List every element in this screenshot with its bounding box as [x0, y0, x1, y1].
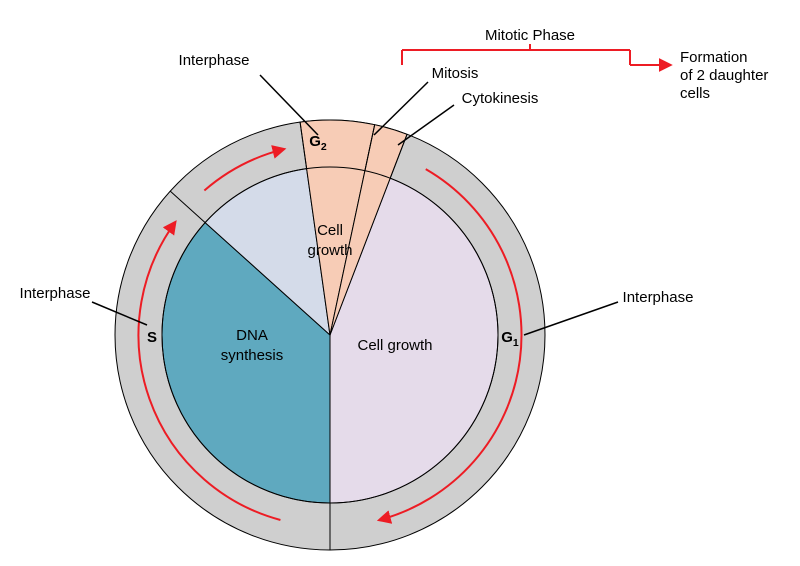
inner-label-s: DNA [236, 327, 268, 344]
callout-line-cytokinesis [398, 105, 454, 145]
mitotic-phase-label: Mitotic Phase [485, 27, 575, 44]
callout-text-interphase-s: Interphase [20, 285, 91, 302]
cell-cycle-diagram: Cell growthDNAsynthesisCellgrowthG2G1SIn… [0, 0, 800, 561]
mitotic-result-line-1: of 2 daughter [680, 67, 768, 84]
inner-label-g2: Cell [317, 222, 343, 239]
mitotic-result-line-2: cells [680, 85, 710, 102]
ring-label-s: S [147, 329, 157, 346]
mitotic-result-line-0: Formation [680, 49, 748, 66]
callout-line-mitosis [374, 82, 428, 135]
inner-label-g2-2: growth [307, 242, 352, 259]
callout-text-interphase-g1: Interphase [623, 289, 694, 306]
inner-label-g1: Cell growth [357, 337, 432, 354]
callout-text-mitosis: Mitosis [432, 65, 479, 82]
inner-label-s-2: synthesis [221, 347, 284, 364]
callout-text-interphase-g2: Interphase [179, 52, 250, 69]
callout-text-cytokinesis: Cytokinesis [462, 90, 539, 107]
mitotic-bracket [402, 44, 630, 65]
